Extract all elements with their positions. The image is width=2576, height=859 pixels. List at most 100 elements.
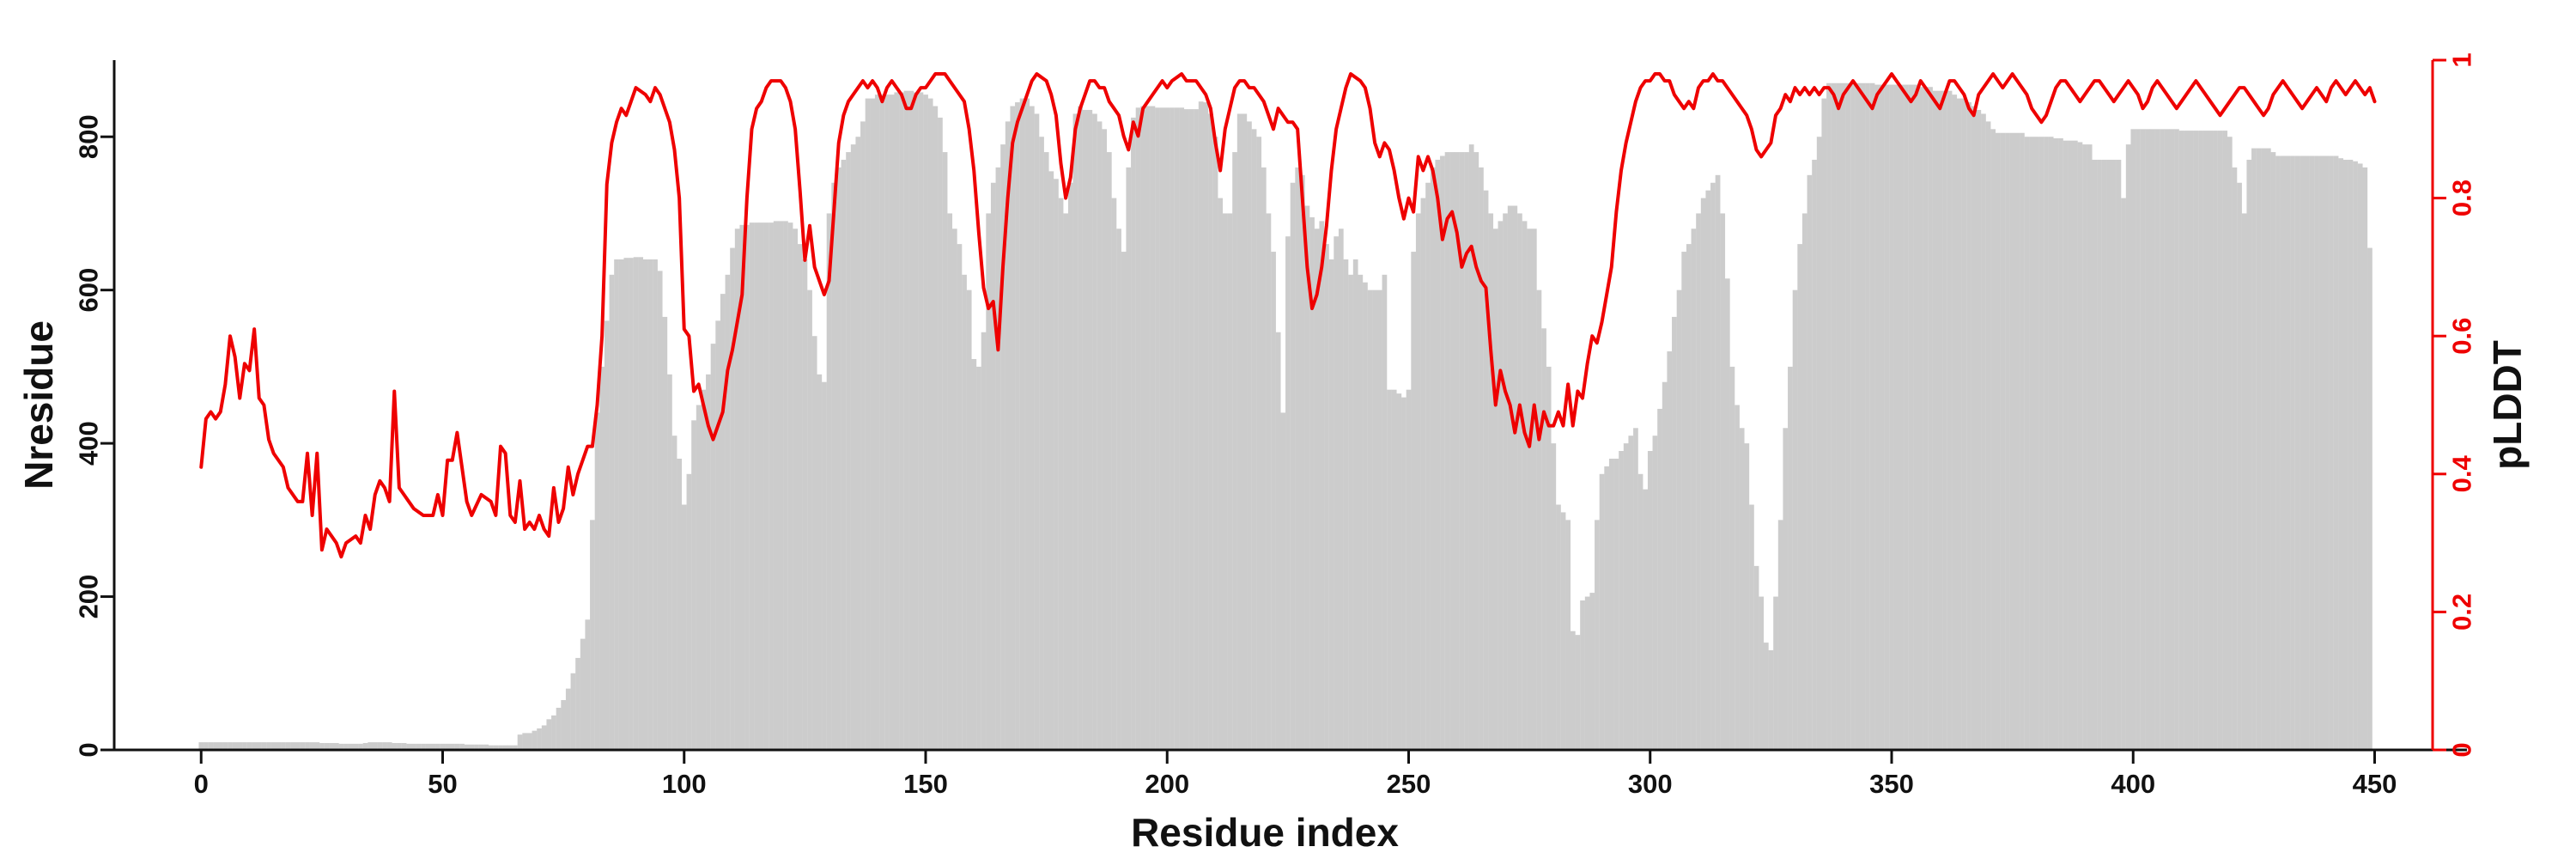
bar-residue-393 <box>2097 159 2102 751</box>
bar-residue-116 <box>758 222 764 750</box>
bar-residue-141 <box>879 94 885 750</box>
bar-residue-420 <box>2227 137 2233 751</box>
bar-residue-147 <box>908 90 914 750</box>
bar-residue-375 <box>2009 132 2015 750</box>
bar-residue-417 <box>2213 131 2218 750</box>
bar-residue-411 <box>2184 131 2190 750</box>
bar-residue-235 <box>1334 236 1340 751</box>
bar-residue-282 <box>1560 512 1566 750</box>
x-tick-label-450: 450 <box>2353 769 2397 799</box>
bar-residue-52 <box>449 743 455 750</box>
bar-residue-288 <box>1589 593 1595 750</box>
bar-residue-305 <box>1672 316 1677 750</box>
bar-residue-373 <box>2000 132 2006 750</box>
bar-residue-83 <box>599 366 605 750</box>
bar-residue-385 <box>2058 138 2063 750</box>
bar-residue-339 <box>1836 82 1842 750</box>
bar-residue-347 <box>1874 84 1880 751</box>
x-tick-label-150: 150 <box>903 769 948 799</box>
bar-residue-287 <box>1584 596 1590 750</box>
bar-residue-99 <box>677 458 683 750</box>
bar-residue-406 <box>2160 129 2165 751</box>
bar-residue-22 <box>305 742 310 750</box>
bar-residue-402 <box>2140 129 2146 751</box>
bar-residue-13 <box>261 742 267 750</box>
bar-residue-338 <box>1831 82 1837 750</box>
bar-residue-256 <box>1435 159 1441 751</box>
x-tick-label-0: 0 <box>194 769 209 799</box>
bar-residue-160 <box>971 358 977 750</box>
bar-residue-182 <box>1078 106 1083 750</box>
bar-residue-278 <box>1541 328 1546 750</box>
bar-residue-140 <box>874 94 880 750</box>
bar-residue-139 <box>870 98 876 751</box>
bar-residue-409 <box>2174 129 2179 751</box>
bar-residue-422 <box>2237 182 2242 750</box>
bar-residue-199 <box>1159 107 1165 750</box>
bar-residue-92 <box>642 259 648 751</box>
bar-residue-318 <box>1735 405 1740 750</box>
bar-residue-386 <box>2063 140 2069 750</box>
bar-residue-434 <box>2294 155 2300 750</box>
bar-residue-197 <box>1150 106 1156 750</box>
bar-residue-78 <box>575 657 580 750</box>
bar-residue-198 <box>1155 107 1160 750</box>
bar-residue-447 <box>2357 163 2363 750</box>
bar-residue-185 <box>1092 113 1097 750</box>
bar-residue-191 <box>1121 252 1127 750</box>
bar-residue-96 <box>662 316 668 750</box>
bar-residue-270 <box>1503 213 1508 750</box>
bar-residue-32 <box>353 743 359 750</box>
bar-residue-174 <box>1039 137 1044 751</box>
bar-residue-364 <box>1956 98 1962 751</box>
bar-residue-423 <box>2241 213 2247 750</box>
bar-residue-60 <box>488 745 494 750</box>
bar-residue-304 <box>1667 351 1673 750</box>
bar-residue-421 <box>2232 167 2238 750</box>
bar-residue-125 <box>802 259 808 751</box>
bar-residue-217 <box>1247 121 1252 750</box>
bar-residue-345 <box>1865 82 1870 750</box>
bar-residue-193 <box>1131 117 1136 751</box>
bar-residue-262 <box>1464 152 1469 750</box>
bar-residue-246 <box>1387 389 1392 750</box>
bar-residue-397 <box>2116 159 2122 751</box>
bar-residue-178 <box>1058 198 1064 751</box>
bar-residue-431 <box>2280 155 2286 750</box>
bar-residue-121 <box>783 221 788 750</box>
bar-residue-222 <box>1271 252 1276 750</box>
bar-residue-286 <box>1580 600 1585 750</box>
bar-residue-65 <box>513 745 518 750</box>
bar-residue-292 <box>1608 458 1614 750</box>
bar-residue-326 <box>1773 596 1778 750</box>
bar-residue-5 <box>222 742 228 750</box>
bar-residue-250 <box>1406 389 1412 750</box>
bar-residue-296 <box>1628 436 1634 750</box>
bar-residue-382 <box>2044 137 2049 751</box>
bar-residue-179 <box>1063 213 1069 750</box>
bar-residue-443 <box>2338 158 2344 750</box>
bar-residue-404 <box>2149 129 2155 751</box>
y-axis-title: Nresidue <box>16 320 61 490</box>
bar-residue-180 <box>1067 182 1073 750</box>
bar-residue-438 <box>2314 155 2319 750</box>
bar-residue-322 <box>1753 565 1759 750</box>
bar-residue-265 <box>1479 167 1484 750</box>
bar-residue-24 <box>314 742 320 750</box>
y2-tick-label-5: 1 <box>2447 52 2477 67</box>
bar-residue-117 <box>763 222 769 750</box>
bar-residue-194 <box>1135 107 1141 750</box>
bar-residue-433 <box>2290 155 2295 750</box>
bar-residue-15 <box>270 742 276 750</box>
bar-residue-44 <box>410 743 416 750</box>
bar-residue-107 <box>715 320 721 750</box>
bar-residue-56 <box>469 744 475 750</box>
bar-residue-176 <box>1048 171 1054 750</box>
bar-residue-131 <box>831 182 837 750</box>
x-tick-label-350: 350 <box>1869 769 1914 799</box>
bar-residue-223 <box>1275 332 1281 750</box>
bar-residue-114 <box>749 222 755 750</box>
bar-residue-408 <box>2169 129 2175 751</box>
bar-residue-186 <box>1097 121 1103 750</box>
bar-residue-124 <box>797 244 803 750</box>
